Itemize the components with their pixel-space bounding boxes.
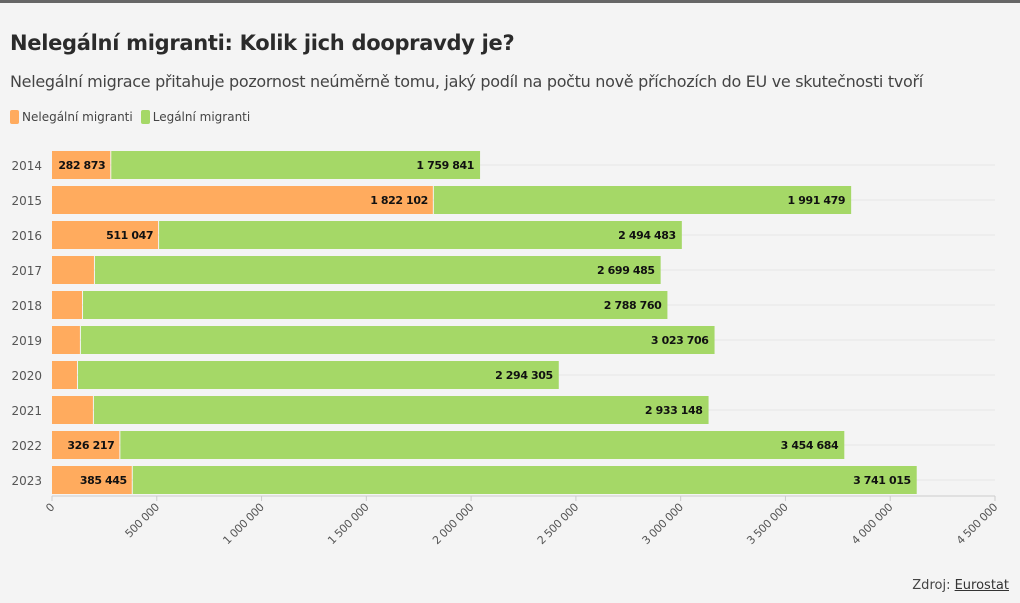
bar-illegal <box>52 186 433 214</box>
x-tick-label: 1 000 000 <box>220 501 267 548</box>
legend-label-illegal: Nelegální migranti <box>22 110 133 124</box>
bar-illegal <box>52 326 80 354</box>
data-label-illegal: 385 445 <box>80 474 127 487</box>
x-tick-label: 2 000 000 <box>430 501 477 548</box>
bar-legal <box>132 466 917 494</box>
x-tick-label: 0 <box>43 501 57 515</box>
x-tick-label: 500 000 <box>123 501 163 541</box>
chart-title: Nelegální migranti: Kolik jich doopravdy… <box>10 31 515 55</box>
bar-legal <box>77 361 559 389</box>
data-label-legal: 2 933 148 <box>645 404 703 417</box>
data-label-legal: 2 294 305 <box>495 369 553 382</box>
bar-illegal <box>52 256 94 284</box>
y-tick-label: 2016 <box>11 229 42 243</box>
source-link[interactable]: Eurostat <box>954 578 1009 593</box>
bar-legal <box>433 186 852 214</box>
bar-legal <box>120 431 845 459</box>
y-tick-label: 2023 <box>11 474 42 488</box>
legend: Nelegální migranti Legální migranti <box>10 110 250 124</box>
x-tick-label: 3 500 000 <box>744 501 791 548</box>
data-label-illegal: 1 822 102 <box>370 194 428 207</box>
data-label-legal: 2 788 760 <box>604 299 662 312</box>
y-tick-label: 2015 <box>11 194 42 208</box>
bar-legal <box>83 291 668 319</box>
chart-subtitle: Nelegální migrace přitahuje pozornost ne… <box>10 72 923 91</box>
bar-illegal <box>52 221 159 249</box>
data-label-legal: 3 741 015 <box>853 474 911 487</box>
legend-label-legal: Legální migranti <box>152 110 251 124</box>
y-tick-label: 2018 <box>11 299 42 313</box>
data-label-legal: 2 699 485 <box>597 264 655 277</box>
bar-illegal <box>52 361 77 389</box>
data-label-illegal: 326 217 <box>67 439 114 452</box>
bar-illegal <box>52 431 120 459</box>
bar-legal <box>93 396 709 424</box>
bar-legal <box>159 221 682 249</box>
data-label-legal: 2 494 483 <box>618 229 676 242</box>
y-tick-label: 2014 <box>11 159 42 173</box>
x-tick-label: 4 000 000 <box>849 501 896 548</box>
data-label-illegal: 282 873 <box>58 159 105 172</box>
data-label-legal: 1 991 479 <box>788 194 846 207</box>
bar-illegal <box>52 151 111 179</box>
x-tick-label: 1 500 000 <box>325 501 372 548</box>
legend-item-illegal[interactable]: Nelegální migranti <box>10 110 133 124</box>
bar-legal <box>111 151 481 179</box>
x-tick-label: 4 500 000 <box>954 501 1001 548</box>
data-label-legal: 3 454 684 <box>781 439 839 452</box>
legend-swatch-illegal <box>10 110 19 124</box>
x-tick-label: 2 500 000 <box>535 501 582 548</box>
y-tick-label: 2022 <box>11 439 42 453</box>
bar-legal <box>80 326 715 354</box>
bar-illegal <box>52 466 132 494</box>
x-tick-label: 3 000 000 <box>640 501 687 548</box>
source-label: Zdroj: <box>912 578 951 593</box>
y-tick-label: 2020 <box>11 369 42 383</box>
bar-illegal <box>52 291 83 319</box>
data-label-legal: 1 759 841 <box>416 159 474 172</box>
y-tick-label: 2019 <box>11 334 42 348</box>
y-tick-label: 2021 <box>11 404 42 418</box>
bar-illegal <box>52 396 93 424</box>
legend-swatch-legal <box>140 110 150 124</box>
y-tick-label: 2017 <box>11 264 42 278</box>
bar-legal <box>94 256 661 284</box>
source: Zdroj: Eurostat <box>912 578 1009 593</box>
top-border <box>0 0 1020 3</box>
data-label-legal: 3 023 706 <box>651 334 709 347</box>
data-label-illegal: 511 047 <box>106 229 153 242</box>
legend-item-legal[interactable]: Legální migranti <box>140 110 251 124</box>
